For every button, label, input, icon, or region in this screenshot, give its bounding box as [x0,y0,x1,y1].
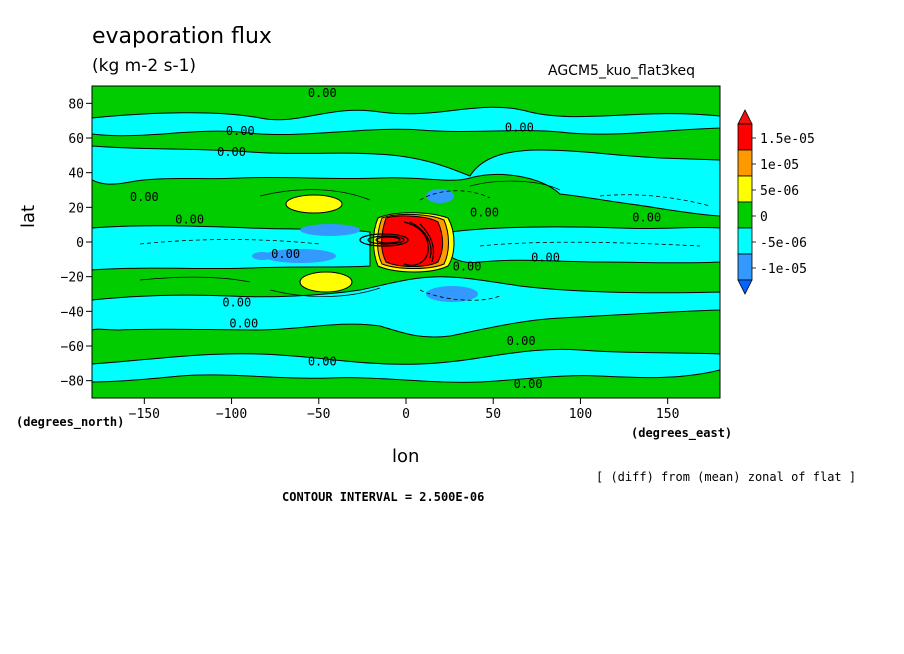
band-negative-south [92,276,720,338]
patch-neg-2 [300,224,360,236]
colorbar-swatch [737,227,753,255]
band-negative-north2 [92,145,720,217]
patch-neg-1 [264,249,336,263]
colorbar-label: 5e-06 [760,184,799,199]
x-axis-label: lon [392,446,420,467]
colorbar-label: 0 [760,210,768,225]
contour-interval: CONTOUR INTERVAL = 2.500E-06 [282,490,485,504]
patch-pos-north [285,194,343,214]
x-tick-label: −150 [129,407,160,422]
colorbar-label: 1e-05 [760,158,799,173]
x-unit-label: (degrees_east) [631,426,733,440]
contour-label: 0.00 [229,316,258,330]
contour-label: 0.00 [531,251,560,265]
contour-label: 0.00 [505,121,534,135]
y-tick-label: 80 [68,97,84,112]
y-tick-label: 40 [68,167,84,182]
diff-note: [ (diff) from (mean) zonal of flat ] [596,470,857,484]
y-tick-label: −60 [61,340,84,355]
colorbar-swatch [737,253,753,281]
x-ticks: −150 −100 −50 0 50 100 150 [129,398,679,422]
x-tick-label: 150 [656,407,679,422]
contour-label: 0.00 [226,124,255,138]
contour-label: 0.00 [514,377,543,391]
colorbar: 1.5e-05 1e-05 5e-06 0 -5e-06 -1e-05 [737,109,815,295]
contour-label: 0.00 [308,355,337,369]
x-tick-label: −100 [216,407,247,422]
y-tick-label: 20 [68,201,84,216]
y-ticks: −80 −60 −40 −20 0 20 40 60 80 [61,97,92,390]
colorbar-label: 1.5e-05 [760,132,815,147]
contour-label: 0.00 [217,145,246,159]
colorbar-label: -5e-06 [760,236,807,251]
contour-field [92,86,720,398]
contour-label: 0.00 [130,190,159,204]
band-negative-south2 [92,348,720,383]
colorbar-swatch [737,149,753,177]
contour-labels: 0.00 0.00 0.00 0.00 0.00 0.00 0.00 0.00 0.00 0.00… [130,86,661,391]
contour-label: 0.00 [470,206,499,220]
band-negative-equator-east [449,226,720,264]
chart-title: evaporation flux [92,24,272,49]
chart-units: (kg m-2 s-1) [92,56,197,76]
patch-neg-4 [426,286,478,302]
colorbar-swatch [737,123,753,151]
patch-pos-south [299,271,353,293]
colorbar-bottom-arrow [737,279,753,295]
dataset-label: AGCM5_kuo_flat3keq [548,63,695,79]
x-tick-label: 50 [485,407,501,422]
y-tick-label: 60 [68,132,84,147]
y-tick-label: −40 [61,305,84,320]
band-negative-north [92,106,720,137]
colorbar-top-arrow [737,109,753,125]
colorbar-swatch [737,201,753,229]
contour-label: 0.00 [308,86,337,100]
x-tick-label: 0 [402,407,410,422]
contour-label: 0.00 [222,296,251,310]
patch-neg-3 [426,189,454,203]
contour-label: 0.00 [271,247,300,261]
y-tick-label: −20 [61,271,84,286]
dashed-contours [139,190,711,301]
patch-neg-5 [252,252,272,260]
x-tick-label: 100 [569,407,592,422]
contour-label: 0.00 [507,334,536,348]
colorbar-label: -1e-05 [760,262,807,277]
contour-label: 0.00 [453,259,482,273]
contour-label: 0.00 [632,211,661,225]
y-tick-label: 0 [76,236,84,251]
contour-cluster [359,221,435,266]
y-tick-label: −80 [61,375,84,390]
contour-label: 0.00 [175,212,204,226]
y-unit-label: (degrees_north) [16,415,125,429]
colorbar-swatch [737,175,753,203]
thin-contours [139,180,561,297]
x-tick-label: −50 [307,407,330,422]
